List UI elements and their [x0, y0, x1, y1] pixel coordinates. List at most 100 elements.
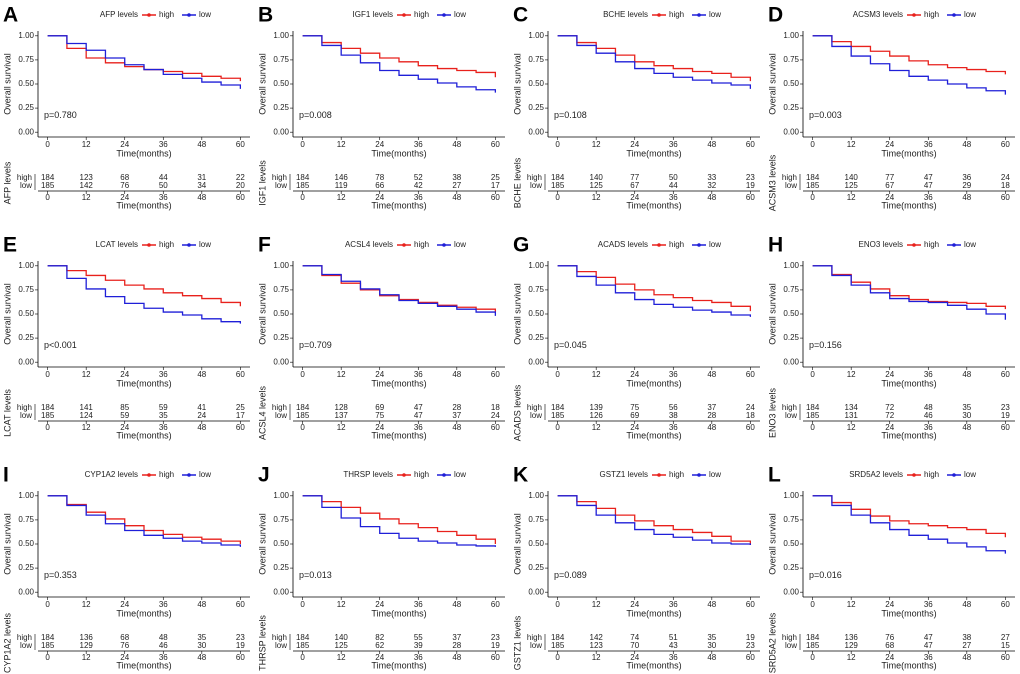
survival-curve	[302, 495, 497, 547]
risk-x-tick-label: 60	[491, 653, 500, 662]
x-tick-label: 36	[924, 140, 933, 149]
risk-count: 38	[452, 173, 461, 182]
y-axis-label: Overall survival	[257, 283, 267, 345]
x-tick-label: 60	[746, 370, 755, 379]
risk-count: 50	[159, 181, 168, 190]
risk-row-label: high	[782, 173, 797, 182]
risk-count: 44	[669, 181, 678, 190]
x-tick-label: 36	[159, 600, 168, 609]
risk-x-tick-label: 0	[810, 423, 815, 432]
y-tick-label: 0.50	[273, 309, 289, 318]
risk-count: 19	[236, 641, 245, 650]
x-tick-label: 60	[236, 140, 245, 149]
risk-row-label: high	[272, 633, 287, 642]
x-axis-label: Time(months)	[116, 148, 171, 158]
risk-count: 55	[414, 633, 423, 642]
risk-x-tick-label: 24	[375, 653, 384, 662]
risk-count: 66	[375, 181, 384, 190]
risk-x-tick-label: 60	[491, 423, 500, 432]
y-tick-label: 0.75	[783, 515, 799, 524]
p-value: p=0.089	[554, 570, 587, 580]
y-tick-label: 0.00	[528, 587, 544, 596]
risk-x-tick-label: 12	[82, 423, 91, 432]
legend-dot	[442, 13, 446, 17]
y-tick-label: 1.00	[783, 261, 799, 270]
risk-count: 59	[159, 403, 168, 412]
risk-x-tick-label: 0	[555, 193, 560, 202]
legend-label: high	[414, 470, 429, 479]
legend-dot	[187, 473, 191, 477]
risk-count: 140	[590, 173, 604, 182]
y-tick-label: 0.75	[528, 55, 544, 64]
risk-x-tick-label: 0	[300, 653, 305, 662]
risk-x-tick-label: 24	[885, 423, 894, 432]
risk-count: 142	[590, 633, 604, 642]
x-tick-label: 36	[669, 140, 678, 149]
x-tick-label: 24	[885, 370, 894, 379]
risk-count: 36	[962, 173, 971, 182]
risk-count: 77	[885, 173, 894, 182]
legend-dot	[657, 473, 661, 477]
y-tick-label: 0.00	[273, 127, 289, 136]
risk-x-tick-label: 60	[746, 423, 755, 432]
y-tick-label: 0.00	[18, 127, 34, 136]
x-tick-label: 12	[82, 140, 91, 149]
legend-label: low	[199, 470, 211, 479]
risk-count: 37	[707, 403, 716, 412]
y-tick-label: 0.50	[18, 309, 34, 318]
risk-count: 70	[630, 641, 639, 650]
risk-count: 37	[452, 633, 461, 642]
risk-row-label: low	[530, 641, 542, 650]
survival-curve	[47, 35, 242, 89]
risk-count: 125	[845, 181, 859, 190]
y-tick-label: 0.50	[528, 309, 544, 318]
risk-count: 30	[962, 411, 971, 420]
risk-count: 19	[491, 641, 500, 650]
legend-dot	[657, 13, 661, 17]
x-tick-label: 12	[82, 600, 91, 609]
panel-letter: H	[768, 234, 783, 257]
survival-curve	[47, 265, 242, 307]
risk-x-tick-label: 48	[962, 653, 971, 662]
risk-row-label: high	[782, 633, 797, 642]
risk-count: 185	[551, 181, 565, 190]
risk-x-tick-label: 24	[375, 423, 384, 432]
risk-count: 33	[707, 173, 716, 182]
legend-dot	[147, 243, 151, 247]
risk-x-tick-label: 48	[452, 193, 461, 202]
x-tick-label: 60	[236, 370, 245, 379]
survival-curve	[302, 35, 497, 78]
x-axis-label: Time(months)	[626, 148, 681, 158]
y-tick-label: 1.00	[528, 491, 544, 500]
y-axis-label: Overall survival	[512, 283, 522, 345]
y-tick-label: 0.00	[528, 127, 544, 136]
risk-table-ylabel: GSTZ1 levels	[512, 615, 522, 670]
risk-count: 41	[197, 403, 206, 412]
risk-count: 52	[414, 173, 423, 182]
risk-count: 137	[335, 411, 349, 420]
risk-count: 18	[491, 403, 500, 412]
legend-label: high	[414, 10, 429, 19]
legend-title: ACSM3 levels	[853, 10, 903, 19]
x-tick-label: 24	[375, 370, 384, 379]
risk-count: 68	[120, 173, 129, 182]
y-tick-label: 0.25	[273, 103, 289, 112]
panel-letter: I	[3, 464, 9, 487]
p-value: p=0.013	[299, 570, 332, 580]
x-tick-label: 36	[924, 600, 933, 609]
survival-curve	[812, 265, 1007, 320]
risk-x-label: Time(months)	[626, 200, 681, 210]
risk-x-tick-label: 12	[337, 193, 346, 202]
risk-x-tick-label: 24	[630, 193, 639, 202]
risk-count: 24	[1001, 173, 1010, 182]
y-axis-label: Overall survival	[257, 53, 267, 115]
risk-count: 27	[962, 641, 971, 650]
legend-dot	[402, 473, 406, 477]
risk-count: 184	[41, 403, 55, 412]
risk-count: 23	[1001, 403, 1010, 412]
x-tick-label: 60	[491, 370, 500, 379]
risk-count: 47	[924, 641, 933, 650]
risk-count: 56	[669, 403, 678, 412]
risk-x-label: Time(months)	[116, 200, 171, 210]
x-tick-label: 24	[630, 370, 639, 379]
